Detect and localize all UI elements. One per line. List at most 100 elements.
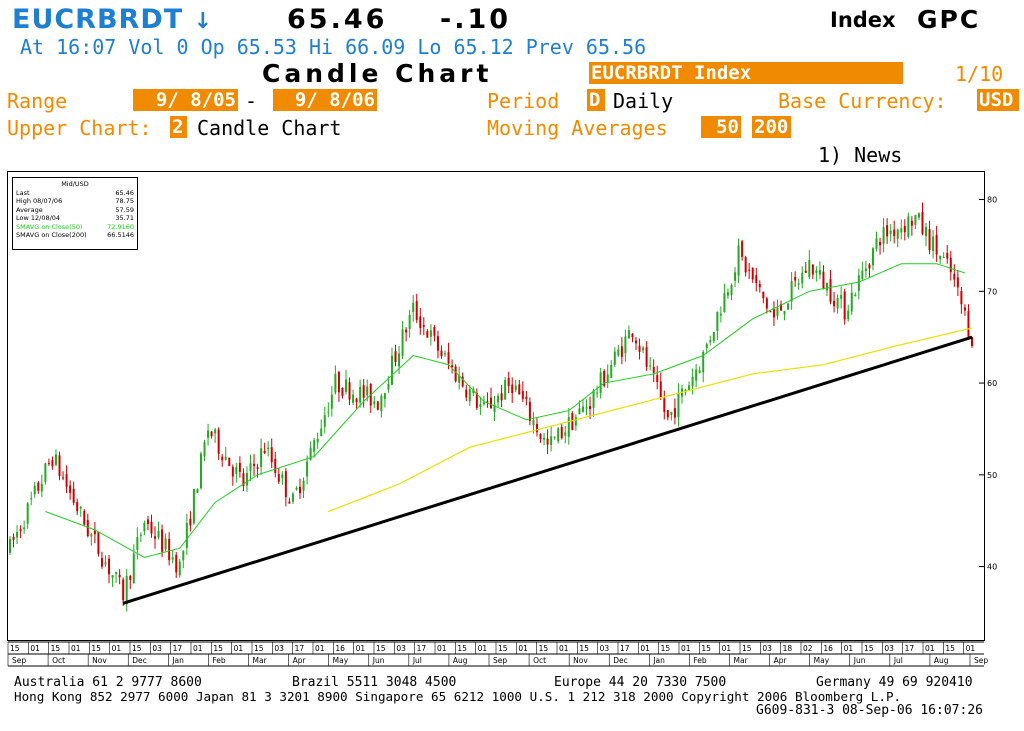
news-link[interactable]: 1) News: [818, 143, 903, 167]
candle-body: [900, 228, 903, 233]
range-start-field[interactable]: 9/ 8/05: [133, 89, 238, 111]
legend-box: Mid/USD Last 65.46 High 08/07/06 78.75 Avera…: [12, 177, 138, 250]
candle-body: [946, 252, 949, 259]
candle-body: [175, 554, 178, 573]
candle-body: [765, 298, 768, 309]
candle-body: [277, 473, 280, 482]
candle-body: [723, 293, 726, 313]
candle-body: [97, 531, 100, 555]
x-month-label: Jan: [652, 656, 665, 665]
candle-body: [199, 453, 202, 489]
candle-body: [589, 406, 592, 409]
candle-body: [475, 392, 478, 408]
candle-body: [348, 382, 351, 400]
candle-body: [857, 275, 860, 292]
candle-body: [521, 391, 524, 399]
function-code[interactable]: GPC: [917, 5, 981, 34]
candle-body: [956, 277, 959, 288]
x-day-label: 15: [213, 644, 223, 653]
candle-body: [571, 413, 574, 430]
candle-body: [185, 523, 188, 548]
candle-body: [691, 376, 694, 387]
candle-body: [302, 480, 305, 491]
candle-body: [394, 351, 397, 363]
candle-body: [122, 579, 125, 601]
candle-body: [627, 330, 630, 339]
candle-body: [118, 574, 121, 578]
index-label: Index: [830, 8, 896, 32]
candle-body: [726, 292, 729, 296]
legend-row-value: 65.46: [115, 188, 134, 197]
x-day-label: 01: [844, 644, 854, 653]
candle-body: [154, 536, 157, 539]
candle-body: [797, 283, 800, 285]
period-field[interactable]: D: [587, 89, 605, 111]
candle-body: [281, 474, 284, 479]
candle-body: [705, 344, 708, 349]
y-tick-label: 40: [987, 563, 997, 572]
candle-body: [143, 522, 146, 532]
x-day-label: 01: [112, 644, 122, 653]
x-month-label: Aug: [453, 656, 468, 665]
candle-body: [203, 442, 206, 457]
candle-body: [401, 329, 404, 356]
x-day-label: 15: [539, 644, 549, 653]
candle-body: [136, 537, 139, 550]
currency-field[interactable]: USD: [977, 89, 1019, 111]
legend-row-label: Last: [16, 188, 30, 197]
candle-body: [564, 432, 567, 436]
candle-chart[interactable]: 40 50 60 70 80 15 01 15 01 15 01 15 03 17 01 15 01 15 03 17…: [0, 0, 1024, 680]
legend-row-label: Average: [16, 205, 43, 214]
candle-body: [567, 417, 570, 437]
candle-body: [352, 394, 355, 403]
candle-body: [161, 529, 164, 552]
candle-body: [83, 510, 86, 525]
candle-body: [794, 276, 797, 281]
x-day-label: 01: [722, 644, 732, 653]
legend-row-value: 66.5146: [107, 231, 134, 239]
candle-body: [525, 396, 528, 400]
candle-body: [879, 242, 882, 246]
candle-body: [504, 380, 507, 400]
candle-body: [108, 558, 111, 575]
ma2-field[interactable]: 200: [752, 116, 791, 138]
candle-body: [344, 379, 347, 392]
upper-chart-field[interactable]: 2: [170, 116, 187, 138]
x-day-label: 03: [274, 644, 284, 653]
ma1-field[interactable]: 50: [701, 116, 741, 138]
candle-body: [539, 433, 542, 440]
candle-body: [51, 460, 54, 467]
candle-body: [178, 561, 181, 576]
candle-body: [479, 404, 482, 407]
candle-body: [635, 340, 638, 344]
candle-body: [62, 477, 65, 479]
ticker-text: EUCRBRDT: [12, 4, 184, 35]
candle-body: [511, 384, 514, 394]
candle-body: [543, 437, 546, 440]
candle-body: [677, 392, 680, 418]
candle-body: [638, 345, 641, 352]
range-end-field[interactable]: 9/ 8/06: [273, 89, 377, 111]
candle-body: [949, 257, 952, 273]
candle-body: [769, 311, 772, 313]
security-field[interactable]: EUCRBRDT Index: [589, 62, 903, 84]
x-day-label: 01: [193, 644, 203, 653]
candle-body: [642, 347, 645, 351]
candle-body: [458, 375, 461, 383]
x-day-label: 17: [417, 644, 427, 653]
candle-body: [33, 485, 36, 495]
candle-body: [104, 562, 107, 565]
candle-body: [189, 518, 192, 526]
candle-body: [320, 428, 323, 436]
upper-chart-label: Upper Chart:: [7, 116, 152, 140]
candle-body: [836, 297, 839, 309]
candle-body: [801, 272, 804, 284]
candle-body: [267, 447, 270, 450]
candle-body: [327, 411, 330, 413]
candle-body: [373, 401, 376, 405]
candle-body: [925, 226, 928, 237]
candle-body: [383, 392, 386, 400]
candle-body: [843, 291, 846, 320]
y-tick-label: 50: [987, 471, 997, 480]
candle-body: [256, 467, 259, 469]
